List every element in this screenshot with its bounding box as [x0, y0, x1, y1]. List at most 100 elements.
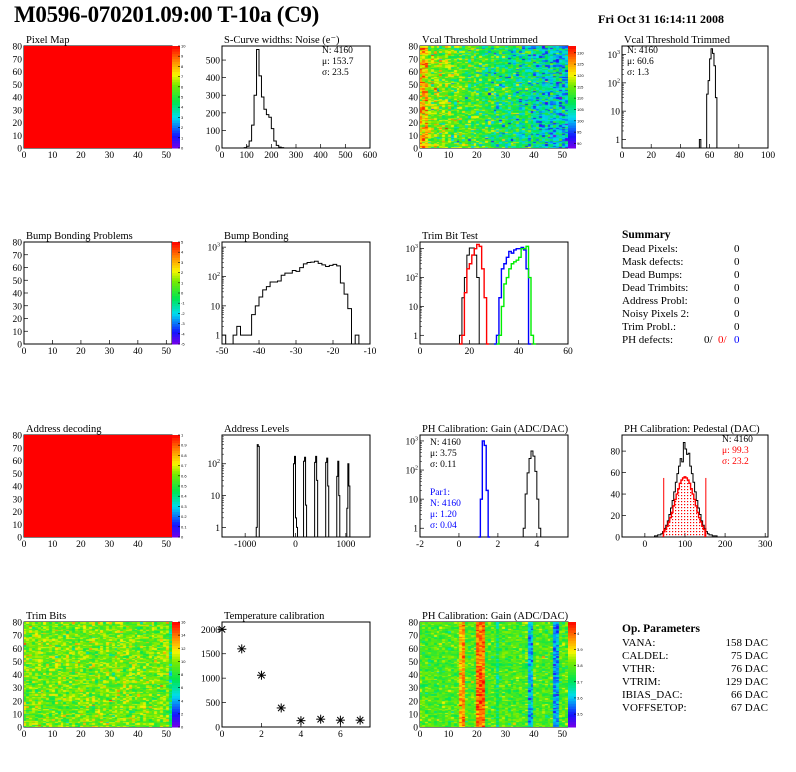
- color-scale-band: [172, 690, 180, 694]
- color-scale-band: [172, 318, 180, 322]
- x-tick-label: 100: [678, 540, 693, 550]
- color-scale-band: [172, 135, 180, 139]
- color-scale-label: 7: [181, 74, 184, 79]
- color-scale-band: [172, 313, 180, 317]
- color-scale-band: [172, 478, 180, 482]
- histogram-series: [346, 463, 351, 538]
- op-parameter-label: IBIAS_DAC:: [622, 689, 683, 701]
- color-scale-band: [172, 442, 180, 446]
- color-scale-band: [172, 46, 180, 50]
- heatmap-cells: [24, 622, 172, 727]
- color-scale-band: [568, 648, 576, 652]
- color-scale-band: [172, 341, 180, 345]
- color-scale-band: [172, 290, 180, 294]
- color-scale-band: [172, 145, 180, 149]
- color-scale-band: [172, 270, 180, 274]
- color-scale-band: [172, 71, 180, 75]
- x-tick-label: 20: [76, 151, 86, 161]
- x-tick-label: -1000: [234, 540, 256, 550]
- color-scale-band: [172, 498, 180, 502]
- color-scale-band: [172, 272, 180, 276]
- color-scale-band: [568, 666, 576, 670]
- color-scale-band: [172, 76, 180, 80]
- histogram-series: [255, 444, 261, 538]
- axes: 0 20 40 60 1 10 102 103: [406, 241, 573, 357]
- color-scale-label: 1: [181, 433, 184, 438]
- y-tick-label: 102: [608, 78, 621, 89]
- chart-title: S-Curve widths: Noise (e⁻): [224, 35, 340, 46]
- color-scale-band: [172, 142, 180, 146]
- color-scale-band: [568, 721, 576, 725]
- color-scale-band: [172, 107, 180, 111]
- color-scale-band: [568, 94, 576, 98]
- color-scale-band: [172, 104, 180, 108]
- color-scale-band: [568, 91, 576, 95]
- color-scale-label: 3.8: [577, 663, 583, 668]
- date-stamp: Fri Oct 31 16:14:11 2008: [598, 12, 724, 26]
- x-tick-label: 30: [501, 151, 511, 161]
- color-scale-band: [172, 653, 180, 657]
- color-scale-band: [172, 713, 180, 717]
- y-tick-label: 40: [13, 483, 23, 493]
- y-tick-label: 1: [215, 332, 220, 342]
- stats-text: σ: 1.3: [627, 68, 649, 78]
- summary-label: Trim Probl.:: [622, 321, 677, 333]
- x-tick-label: 10: [48, 540, 58, 550]
- color-scale-band: [172, 460, 180, 464]
- color-scale-label: 0.7: [181, 463, 187, 468]
- y-tick-label: 70: [13, 251, 23, 261]
- color-scale-band: [568, 135, 576, 139]
- color-scale-label: -5: [181, 342, 185, 347]
- color-scale-band: [172, 277, 180, 281]
- stats-text: N: 4160: [322, 46, 353, 56]
- color-scale-band: [568, 716, 576, 720]
- x-tick-label: 200: [264, 151, 279, 161]
- x-tick-label: 4: [299, 730, 304, 740]
- color-scale-band: [172, 703, 180, 707]
- color-scale-band: [568, 79, 576, 83]
- summary-label: Noisy Pixels 2:: [622, 308, 690, 320]
- x-tick-label: 40: [514, 347, 524, 357]
- color-scale-band: [568, 677, 576, 681]
- color-scale-label: 4: [181, 698, 184, 703]
- color-scale-band: [568, 117, 576, 121]
- x-tick-label: 20: [76, 347, 86, 357]
- color-scale-band: [172, 457, 180, 461]
- x-tick-label: 1000: [336, 540, 355, 550]
- heatmap-cells: [420, 46, 568, 148]
- summary-row: Address Probl: 0: [622, 295, 740, 308]
- x-tick-label: 0: [418, 730, 423, 740]
- x-tick-label: 0: [22, 151, 27, 161]
- op-parameter-value: 75 DAC: [731, 650, 768, 662]
- color-scale-band: [172, 109, 180, 113]
- x-tick-label: 20: [76, 540, 86, 550]
- color-scale-band: [568, 698, 576, 702]
- x-tick-label: -10: [364, 347, 377, 357]
- color-scale-band: [172, 310, 180, 314]
- op-parameter-value: 66 DAC: [731, 689, 768, 701]
- temperature-calibration-chart: Temperature calibration 0 2 4 6 0 500 1000 1500 2…: [201, 611, 371, 740]
- y-tick-label: 2000: [201, 626, 220, 636]
- color-scale-band: [172, 275, 180, 279]
- op-parameter-row: VANA: 158 DAC: [622, 637, 768, 650]
- color-scale-band: [568, 132, 576, 136]
- y-tick-label: 70: [13, 444, 23, 454]
- color-scale-band: [568, 81, 576, 85]
- color-scale-band: [568, 645, 576, 649]
- y-tick-label: 0: [17, 145, 22, 155]
- x-tick-label: 600: [363, 151, 378, 161]
- color-scale-band: [172, 508, 180, 512]
- plot-frame: [221, 241, 371, 345]
- axes: 0 100 200 300 0 20 40 60 80: [611, 434, 773, 550]
- data-point-star: [335, 715, 345, 725]
- summary-value: 0: [734, 321, 740, 333]
- color-scale-label: 0.6: [181, 473, 187, 478]
- color-scale-band: [172, 677, 180, 681]
- op-parameter-row: VOFFSETOP: 67 DAC: [622, 702, 768, 715]
- y-tick-label: 1: [215, 524, 220, 534]
- color-scale-label: 125: [577, 62, 584, 67]
- color-scale-band: [172, 97, 180, 101]
- data-point-star: [296, 716, 306, 726]
- y-tick-label: 103: [406, 244, 419, 255]
- y-tick-label: 1500: [201, 650, 220, 660]
